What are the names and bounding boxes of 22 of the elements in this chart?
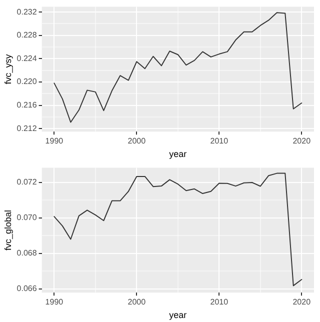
y-tick-label: 0.066 — [16, 284, 38, 294]
y-tick-label: 0.228 — [16, 30, 38, 40]
x-tick-label: 1990 — [45, 298, 64, 307]
x-axis-title: year — [169, 149, 187, 160]
y-tick-label: 0.216 — [16, 100, 38, 110]
x-tick-label: 2010 — [210, 136, 229, 146]
x-tick-label: 2020 — [292, 136, 312, 146]
x-tick-label: 1990 — [45, 136, 64, 146]
x-tick-label: 2000 — [128, 136, 146, 146]
y-tick-label: 0.072 — [16, 178, 38, 187]
y-tick-label: 0.224 — [16, 54, 38, 63]
y-axis-title: fvc_ysy — [2, 54, 13, 84]
y-tick-label: 0.232 — [16, 7, 38, 16]
y-tick-label: 0.220 — [16, 77, 38, 86]
y-tick-label: 0.212 — [16, 124, 38, 133]
x-tick-label: 2010 — [210, 298, 229, 307]
y-tick-label: 0.068 — [16, 248, 38, 258]
x-tick-label: 2000 — [128, 298, 146, 307]
x-tick-label: 2020 — [292, 298, 312, 307]
y-axis-title: fvc_global — [2, 210, 13, 250]
x-axis-title: year — [169, 310, 187, 320]
y-tick-label: 0.070 — [16, 213, 38, 222]
